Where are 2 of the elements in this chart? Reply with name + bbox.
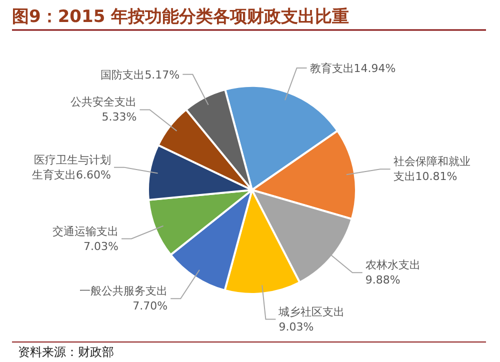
annotation: 资料来源：财政部 bbox=[18, 345, 114, 359]
title: 图9：2015 年按功能分类各项财政支出比重 bbox=[12, 7, 350, 27]
